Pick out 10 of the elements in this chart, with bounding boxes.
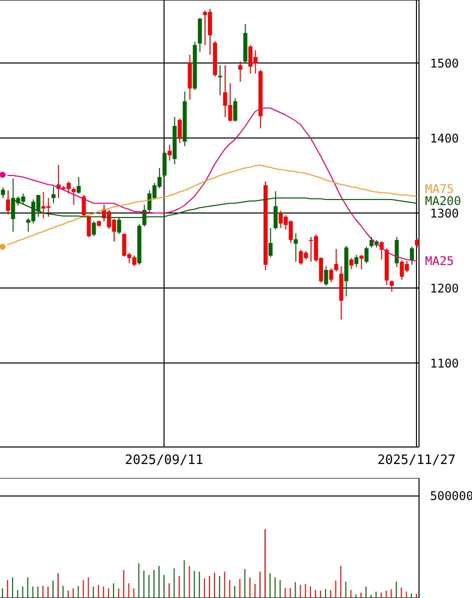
y-tick-label: 1400 — [430, 131, 459, 146]
y-tick-label: 1100 — [430, 356, 459, 370]
y-tick-label: 1200 — [430, 281, 459, 296]
series-label: MA200 — [425, 194, 462, 208]
y-tick-label: 1300 — [430, 206, 459, 220]
x-tick-label: 2025/09/11 — [124, 453, 204, 468]
x-tick-label: 2025/11/27 — [377, 453, 456, 468]
series-label: MA75 — [425, 182, 454, 196]
series-label: MA25 — [425, 254, 454, 268]
y-tick-label: 1500 — [430, 56, 459, 70]
